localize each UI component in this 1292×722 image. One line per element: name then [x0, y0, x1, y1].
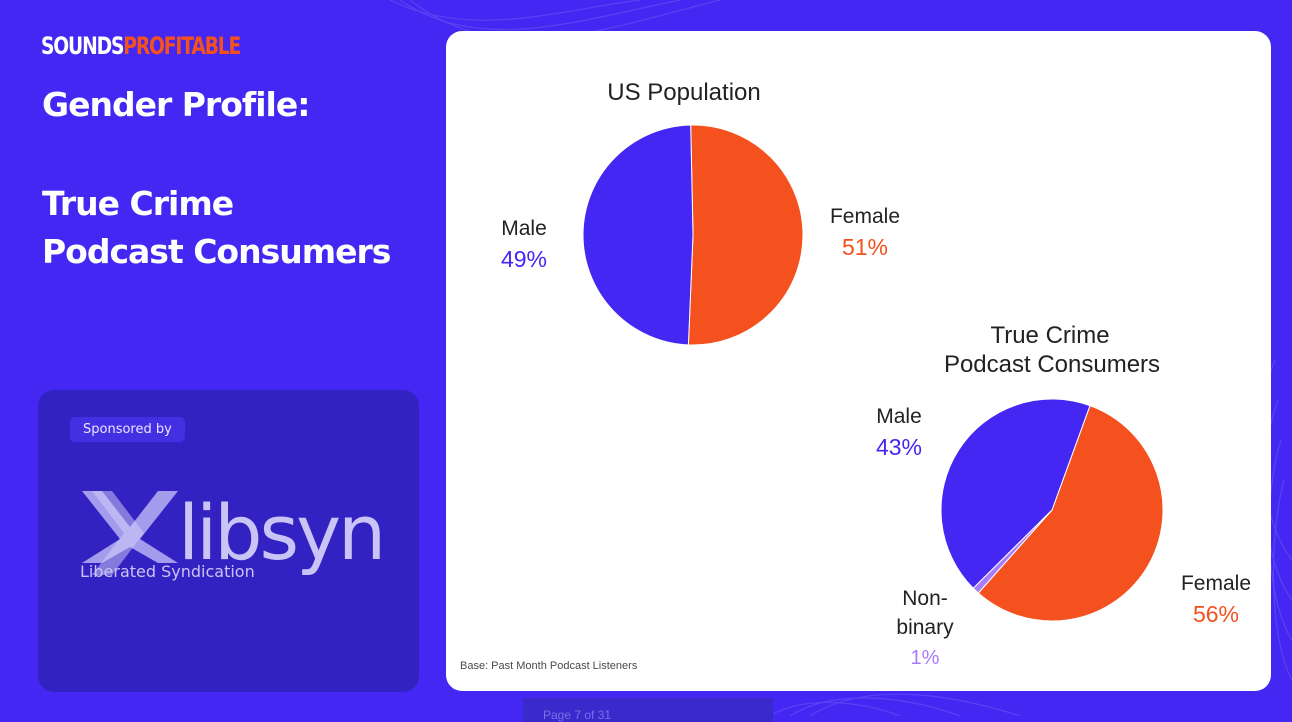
footnote: Base: Past Month Podcast Listeners — [460, 660, 638, 672]
page-navigator: Page 7 of 31 — [523, 698, 773, 722]
brand-part1: SOUNDS — [41, 32, 124, 60]
label-female-2: Female — [1181, 572, 1251, 595]
libsyn-logo: libsyn Liberated Syndication — [80, 488, 386, 581]
pie-slice-male — [940, 398, 1091, 589]
libsyn-wordmark: libsyn — [178, 488, 383, 577]
value-female-2: 56% — [1193, 601, 1239, 627]
chart-title-us-population: US Population — [607, 79, 760, 106]
label-nonbinary-line2: binary — [896, 616, 954, 639]
value-female: 51% — [842, 234, 888, 260]
chart-title-true-crime-line1: True Crime — [990, 322, 1109, 349]
page-indicator: Page 7 of 31 — [543, 708, 612, 722]
sounds-profitable-logo: SOUNDSPROFITABLE — [41, 32, 241, 60]
libsyn-tagline: Liberated Syndication — [80, 562, 255, 581]
page-subtitle: True Crime Podcast Consumers — [42, 180, 391, 276]
pie-slice-female — [687, 124, 804, 346]
label-male-2: Male — [876, 405, 922, 428]
sponsor-panel: Sponsored by libsyn Liberated Syndicatio… — [38, 390, 419, 692]
subtitle-line2: Podcast Consumers — [42, 232, 391, 271]
subtitle-line1: True Crime — [42, 184, 234, 223]
chart-title-true-crime-line2: Podcast Consumers — [944, 351, 1160, 378]
chart-card: US Population Female 51% Male 49% True Crime P… — [446, 31, 1271, 691]
label-male: Male — [501, 217, 547, 240]
label-nonbinary-line1: Non- — [902, 587, 948, 610]
pie-slice-female — [977, 405, 1164, 622]
value-male-2: 43% — [876, 434, 922, 460]
pie-charts: US Population Female 51% Male 49% True CrimeP… — [501, 79, 1251, 669]
page-title: Gender Profile: — [42, 85, 310, 124]
brand-part2: PROFITABLE — [123, 32, 241, 60]
value-male: 49% — [501, 246, 547, 272]
pie-slice-male — [582, 124, 694, 346]
value-nonbinary: 1% — [911, 647, 940, 669]
sponsored-by-label: Sponsored by — [70, 417, 185, 442]
label-female: Female — [830, 205, 900, 228]
